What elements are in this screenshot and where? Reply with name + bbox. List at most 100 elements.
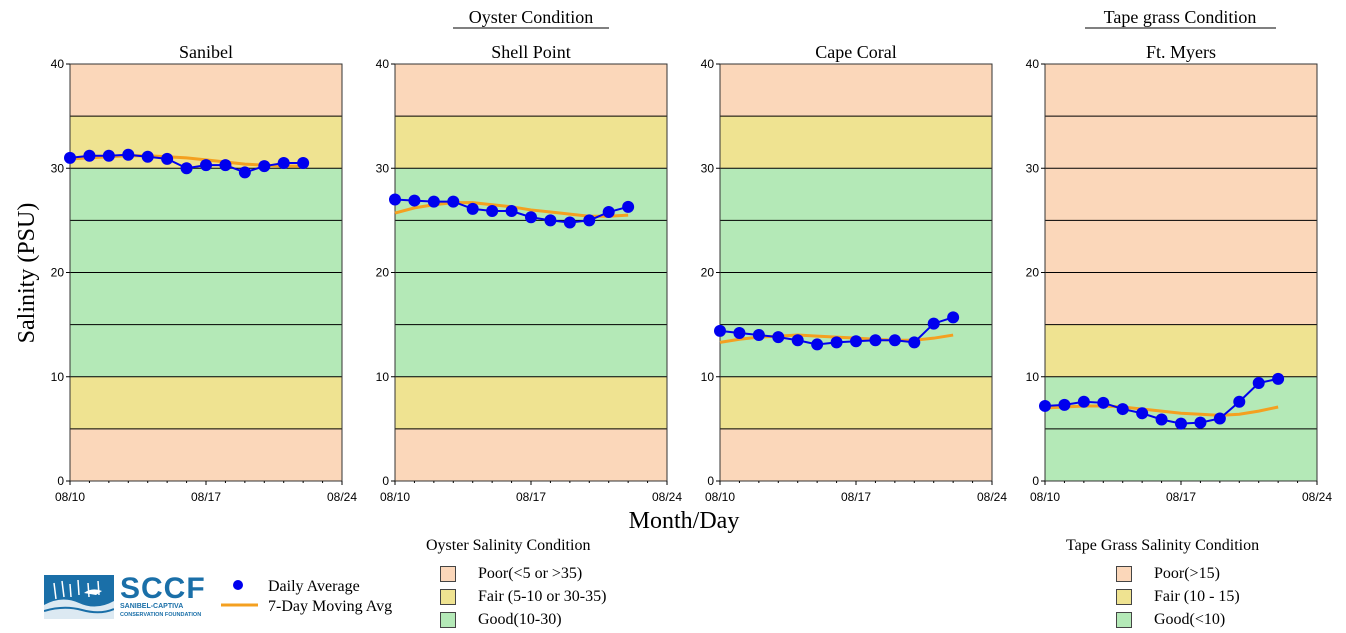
band-fair <box>70 376 342 429</box>
oyster-legend-good-label: Good(10-30) <box>478 611 562 628</box>
band-poor <box>395 64 667 117</box>
y-axis-label: Salinity (PSU) <box>14 203 40 344</box>
daily-average-point <box>714 324 726 337</box>
y-tick-label: 30 <box>1026 161 1040 175</box>
y-tick-label: 40 <box>376 57 390 71</box>
x-axis-label: Month/Day <box>629 508 740 534</box>
daily-average-point <box>1058 398 1071 411</box>
panel-title: Cape Coral <box>815 42 896 62</box>
tapegrass-legend-good-swatch <box>1116 612 1132 628</box>
daily-average-point <box>258 160 271 173</box>
tapegrass-legend-fair-swatch <box>1116 589 1132 605</box>
tapegrass-legend-poor-swatch <box>1116 566 1132 582</box>
daily-average-point <box>505 204 518 217</box>
oyster-legend-fair: Fair (5-10 or 30-35) <box>440 588 606 606</box>
daily-average-point <box>544 214 557 227</box>
daily-average-point <box>1077 395 1090 408</box>
panel-title: Ft. Myers <box>1146 42 1216 62</box>
band-fair <box>395 116 667 169</box>
daily-average-point <box>1039 399 1051 412</box>
daily-average-point <box>1233 395 1246 408</box>
daily-average-point <box>122 148 135 161</box>
daily-average-point <box>180 162 193 175</box>
y-tick-label: 30 <box>376 161 390 175</box>
sccf-logo-mark <box>44 575 114 619</box>
daily-average-point <box>1175 417 1187 430</box>
x-tick-label: 08/24 <box>977 490 1007 504</box>
daily-average-point <box>525 211 537 224</box>
daily-average-point <box>888 334 901 347</box>
y-tick-label: 0 <box>382 474 389 488</box>
y-tick-label: 40 <box>1026 57 1040 71</box>
daily-average-point <box>908 336 921 349</box>
tapegrass-legend-poor: Poor(>15) <box>1116 565 1220 583</box>
daily-average-point <box>563 216 576 229</box>
y-tick-label: 0 <box>57 474 64 488</box>
x-tick-label: 08/24 <box>652 490 682 504</box>
oyster-legend-good-swatch <box>440 612 456 628</box>
daily-average-point <box>602 206 615 219</box>
daily-average-point <box>752 329 765 342</box>
x-tick-label: 08/10 <box>705 490 735 504</box>
sccf-logo: SCCF SANIBEL-CAPTIVA CONSERVATION FOUNDA… <box>44 572 206 619</box>
x-tick-label: 08/24 <box>1302 490 1332 504</box>
oyster-legend-fair-swatch <box>440 589 456 605</box>
daily-average-point <box>447 195 460 208</box>
daily-average-point <box>64 151 76 164</box>
y-tick-label: 20 <box>51 266 65 280</box>
band-fair <box>720 376 992 429</box>
y-tick-label: 10 <box>376 370 390 384</box>
chart-panel-1: 0 10 20 30 40 08/10 08/17 08/24 Shell Point <box>376 42 683 504</box>
daily-average-point <box>583 214 596 227</box>
daily-average-point <box>102 149 115 162</box>
daily-average-point <box>772 331 785 344</box>
legend-daily-marker <box>233 580 243 590</box>
band-fair <box>395 376 667 429</box>
daily-average-point <box>830 336 843 349</box>
x-tick-label: 08/17 <box>841 490 871 504</box>
y-tick-label: 40 <box>51 57 65 71</box>
y-tick-label: 10 <box>1026 370 1040 384</box>
y-tick-label: 40 <box>701 57 715 71</box>
daily-average-point <box>427 195 440 208</box>
tapegrass-group-title: Tape grass Condition <box>1104 7 1257 27</box>
oyster-group-title: Oyster Condition <box>469 7 594 27</box>
chart-panel-3: 0 10 20 30 40 08/10 08/17 08/24 Ft. Myers <box>1026 42 1333 504</box>
daily-average-point <box>219 159 232 172</box>
oyster-legend-poor-label: Poor(<5 or >35) <box>478 565 583 582</box>
tapegrass-legend-poor-label: Poor(>15) <box>1154 565 1220 582</box>
daily-average-point <box>83 149 96 162</box>
y-tick-label: 10 <box>51 370 65 384</box>
daily-average-point <box>277 157 290 170</box>
y-tick-label: 10 <box>701 370 715 384</box>
tapegrass-legend-title: Tape Grass Salinity Condition <box>1066 537 1260 554</box>
y-tick-label: 30 <box>51 161 65 175</box>
daily-average-point <box>927 317 940 330</box>
band-poor <box>70 64 342 117</box>
chart-panel-0: 0 10 20 30 40 08/10 08/17 08/24 Sanibel <box>51 42 358 504</box>
panel-title: Sanibel <box>179 42 233 62</box>
x-tick-label: 08/10 <box>55 490 85 504</box>
daily-average-point <box>238 166 251 179</box>
band-fair <box>1045 324 1317 377</box>
daily-average-point <box>1194 416 1207 429</box>
daily-average-point <box>1155 413 1168 426</box>
y-tick-label: 20 <box>1026 266 1040 280</box>
x-tick-label: 08/17 <box>1166 490 1196 504</box>
oyster-legend-good: Good(10-30) <box>440 611 562 629</box>
sccf-logo-name: SCCF <box>120 572 206 605</box>
daily-average-point <box>161 152 174 165</box>
daily-average-point <box>869 334 882 347</box>
x-tick-label: 08/10 <box>380 490 410 504</box>
daily-average-point <box>1252 377 1265 390</box>
daily-average-point <box>1272 372 1285 385</box>
x-tick-label: 08/17 <box>191 490 221 504</box>
chart-panel-2: 0 10 20 30 40 08/10 08/17 08/24 Cape Coral <box>701 42 1008 504</box>
band-poor <box>395 428 667 481</box>
sccf-logo-line2: CONSERVATION FOUNDATION <box>120 612 202 618</box>
band-poor <box>1045 64 1317 325</box>
legend-moving-label: 7-Day Moving Avg <box>268 598 392 615</box>
daily-average-point <box>947 311 960 324</box>
band-poor <box>720 428 992 481</box>
daily-average-point <box>486 204 499 217</box>
